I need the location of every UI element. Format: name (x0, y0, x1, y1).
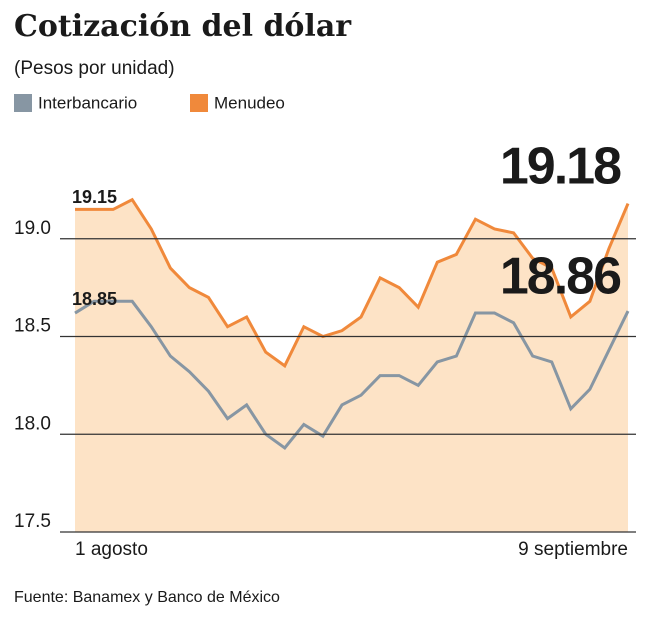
y-tick-label: 19.0 (14, 218, 51, 239)
chart-title: Cotización del dólar (14, 9, 352, 44)
annotation: 18.86 (500, 248, 621, 306)
area-fill (75, 199, 628, 532)
y-tick-label: 18.5 (14, 316, 51, 337)
legend-label: Interbancario (38, 93, 137, 112)
annotation: 18.85 (72, 289, 117, 309)
legend-swatch (190, 94, 208, 112)
y-tick-label: 18.0 (14, 413, 51, 434)
y-tick-label: 17.5 (14, 511, 51, 532)
series-line (75, 197, 630, 369)
source: Fuente: Banamex y Banco de México (14, 589, 280, 606)
annotation: 19.15 (72, 187, 117, 207)
x-tick-label: 9 septiembre (518, 539, 628, 560)
x-tick-label: 1 agosto (75, 539, 148, 560)
legend-swatch (14, 94, 32, 112)
legend-label: Menudeo (214, 93, 285, 112)
chart-subtitle: (Pesos por unidad) (14, 58, 175, 79)
series-line (74, 299, 630, 450)
annotation: 19.18 (500, 138, 621, 196)
